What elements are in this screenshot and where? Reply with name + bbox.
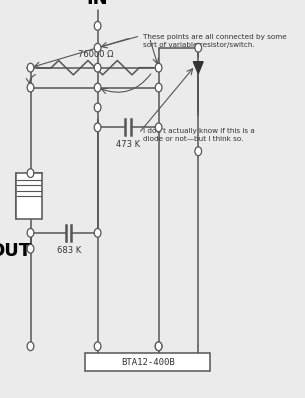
Text: I don’t actually know if this is a
diode or not—but I think so.: I don’t actually know if this is a diode… xyxy=(143,128,255,142)
Circle shape xyxy=(94,21,101,30)
Circle shape xyxy=(155,123,162,132)
Circle shape xyxy=(155,342,162,351)
Circle shape xyxy=(27,63,34,72)
Circle shape xyxy=(155,83,162,92)
Circle shape xyxy=(195,147,202,156)
Circle shape xyxy=(94,103,101,112)
Polygon shape xyxy=(193,62,203,74)
Bar xyxy=(85,353,210,371)
Circle shape xyxy=(195,43,202,52)
Circle shape xyxy=(94,228,101,237)
Text: 473 K: 473 K xyxy=(116,140,140,149)
Circle shape xyxy=(155,63,162,72)
Circle shape xyxy=(94,83,101,92)
Circle shape xyxy=(27,342,34,351)
Text: IN: IN xyxy=(87,0,108,8)
Circle shape xyxy=(94,123,101,132)
Text: 76000 Ω: 76000 Ω xyxy=(77,50,113,59)
Text: These points are all connected by some
sort of variable resistor/switch.: These points are all connected by some s… xyxy=(143,34,287,48)
Circle shape xyxy=(94,63,101,72)
Text: 683 K: 683 K xyxy=(56,246,81,255)
Circle shape xyxy=(27,228,34,237)
Circle shape xyxy=(27,83,34,92)
Circle shape xyxy=(94,342,101,351)
Text: BTA12-400B: BTA12-400B xyxy=(121,358,175,367)
Circle shape xyxy=(27,169,34,178)
Circle shape xyxy=(94,43,101,52)
Circle shape xyxy=(27,244,34,253)
Bar xyxy=(16,173,42,219)
Text: OUT: OUT xyxy=(0,242,32,260)
Circle shape xyxy=(155,342,162,351)
